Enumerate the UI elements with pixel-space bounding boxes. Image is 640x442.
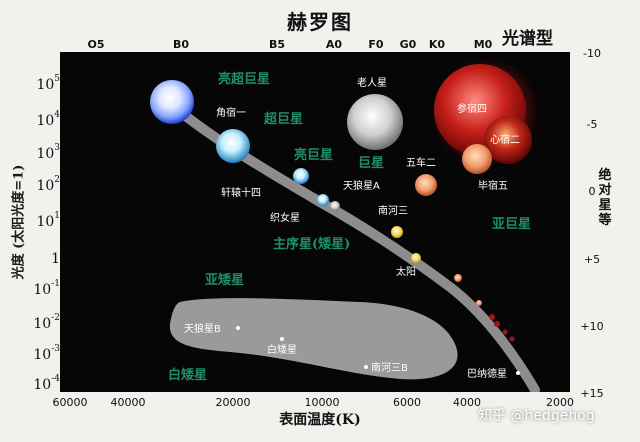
mag-tick-minus5: -5 xyxy=(586,118,598,131)
star-canopus xyxy=(347,94,403,150)
star-barnard xyxy=(516,371,520,375)
y-tick-1: 1 xyxy=(51,251,60,267)
star-m-dwarf-1 xyxy=(476,300,482,306)
label-procyon: 南河三 xyxy=(378,204,408,217)
star-m-dwarf-5 xyxy=(509,336,515,342)
chart-title: 赫罗图 xyxy=(287,10,353,34)
temp-tick-6000: 6000 xyxy=(393,396,421,409)
label-sirius-a: 天狼星A xyxy=(343,179,380,192)
star-sun xyxy=(411,253,421,263)
hr-diagram-plot: 亮超巨星 超巨星 亮巨星 巨星 亚巨星 主序星(矮星) 亚矮星 白矮星 角宿一 … xyxy=(60,52,570,395)
label-sun: 太阳 xyxy=(396,265,416,278)
label-capella: 五车二 xyxy=(406,156,436,169)
mag-tick-minus10: -10 xyxy=(583,47,601,60)
y-tick-1e-2: 10-2 xyxy=(33,313,60,332)
y-tick-1e5: 105 xyxy=(36,74,60,93)
star-k-dwarf xyxy=(454,274,462,282)
absolute-magnitude-title: 绝对星等 xyxy=(598,168,612,228)
temp-tick-20000: 20000 xyxy=(215,396,251,409)
y-tick-1e-3: 10-3 xyxy=(33,344,60,363)
spectral-tick-b5: B5 xyxy=(268,38,286,51)
y-tick-1e-4: 10-4 xyxy=(33,374,60,393)
y-tick-1e-1: 10-1 xyxy=(33,279,60,298)
star-capella xyxy=(415,174,437,196)
mag-tick-plus10: +10 xyxy=(580,320,604,333)
x-axis-title: 表面温度(K) xyxy=(279,412,361,428)
y-tick-1e3: 103 xyxy=(36,143,60,162)
spectral-tick-m0: M0 xyxy=(473,38,493,51)
star-m-dwarf-2 xyxy=(489,314,495,320)
star-spica xyxy=(216,129,250,163)
temp-tick-4000: 4000 xyxy=(453,396,481,409)
star-m-dwarf-4 xyxy=(502,329,508,335)
hr-diagram-svg: 亮超巨星 超巨星 亮巨星 巨星 亚巨星 主序星(矮星) 亚矮星 白矮星 角宿一 … xyxy=(150,58,540,395)
spectral-tick-f0: F0 xyxy=(368,38,384,51)
label-regulus: 轩辕十四 xyxy=(221,186,261,199)
region-subdwarf: 亚矮星 xyxy=(205,272,244,288)
star-procyon-b xyxy=(364,365,368,369)
star-procyon xyxy=(391,226,403,238)
region-giant: 巨星 xyxy=(358,156,384,171)
y-tick-1e4: 104 xyxy=(36,110,60,129)
label-canopus: 老人星 xyxy=(357,76,387,89)
star-m-dwarf-3 xyxy=(494,321,500,327)
spectral-tick-g0: G0 xyxy=(399,38,417,51)
star-aldebaran xyxy=(462,144,492,174)
spectral-tick-k0: K0 xyxy=(428,38,446,51)
spectral-tick-o5: O5 xyxy=(87,38,105,51)
y-tick-1e1: 101 xyxy=(36,211,60,230)
region-bright-supergiant: 亮超巨星 xyxy=(218,71,270,87)
spectral-tick-a0: A0 xyxy=(325,38,343,51)
star-sirius-a xyxy=(330,201,340,211)
label-betelgeuse: 参宿四 xyxy=(457,102,487,115)
label-aldebaran: 毕宿五 xyxy=(478,179,508,192)
star-vega xyxy=(317,194,329,206)
star-antares xyxy=(484,116,532,164)
watermark: 知乎 @hedgehog xyxy=(478,408,595,424)
temp-tick-40000: 40000 xyxy=(110,396,146,409)
star-rigel-blue-supergiant xyxy=(150,80,194,124)
label-barnard: 巴纳德星 xyxy=(467,367,507,380)
mag-tick-plus5: +5 xyxy=(583,253,601,266)
label-antares: 心宿二 xyxy=(490,133,520,146)
region-supergiant: 超巨星 xyxy=(264,111,303,127)
label-sirius-b: 天狼星B xyxy=(184,322,221,335)
region-subgiant: 亚巨星 xyxy=(492,217,531,232)
region-bright-giant: 亮巨星 xyxy=(294,147,333,163)
spectral-type-title: 光谱型 xyxy=(502,29,553,49)
star-white-dwarf xyxy=(280,337,284,341)
mag-tick-0: 0 xyxy=(588,185,596,198)
y-tick-1e2: 102 xyxy=(36,175,60,194)
temp-tick-10000: 10000 xyxy=(304,396,340,409)
white-dwarf-region xyxy=(169,298,458,380)
region-main-sequence: 主序星(矮星) xyxy=(273,236,350,252)
label-vega: 织女星 xyxy=(270,211,300,224)
label-white-dwarf-star: 白矮星 xyxy=(267,343,297,356)
temp-tick-2000: 2000 xyxy=(546,396,574,409)
label-rigel: 角宿一 xyxy=(216,106,246,119)
region-white-dwarf: 白矮星 xyxy=(168,367,207,383)
temp-tick-60000: 60000 xyxy=(52,396,88,409)
spectral-tick-b0: B0 xyxy=(172,38,190,51)
star-sirius-b xyxy=(236,326,240,330)
mag-tick-plus15: +15 xyxy=(580,387,604,400)
star-regulus xyxy=(293,168,309,184)
label-procyon-b: 南河三B xyxy=(371,361,408,374)
